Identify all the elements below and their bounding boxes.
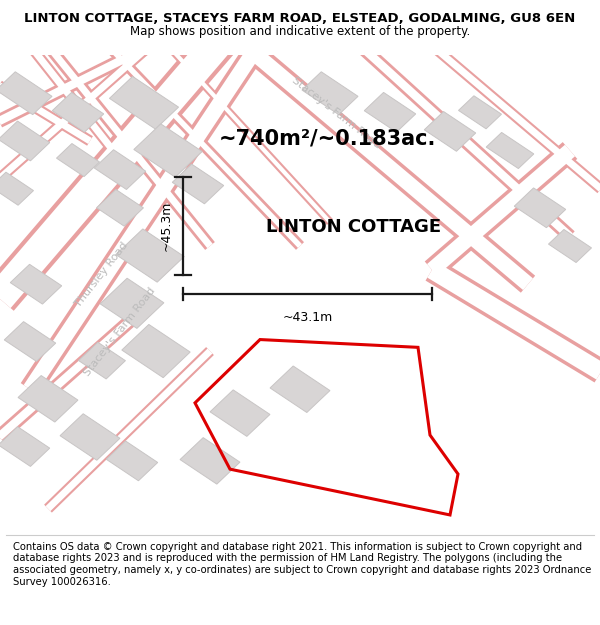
Polygon shape [210, 390, 270, 436]
Text: ~45.3m: ~45.3m [160, 201, 173, 251]
Text: Thursley Road: Thursley Road [74, 240, 130, 309]
Polygon shape [172, 164, 224, 204]
Polygon shape [0, 121, 50, 161]
Polygon shape [122, 324, 190, 378]
Text: LINTON COTTAGE: LINTON COTTAGE [266, 218, 442, 236]
Polygon shape [364, 92, 416, 132]
Polygon shape [302, 72, 358, 114]
Polygon shape [97, 189, 143, 226]
Polygon shape [134, 124, 202, 177]
Polygon shape [0, 427, 50, 466]
Polygon shape [10, 264, 62, 304]
Polygon shape [116, 229, 184, 282]
Polygon shape [180, 438, 240, 484]
Text: Contains OS data © Crown copyright and database right 2021. This information is : Contains OS data © Crown copyright and d… [13, 542, 592, 586]
Text: ~740m²/~0.183ac.: ~740m²/~0.183ac. [218, 129, 436, 149]
Text: LINTON COTTAGE, STACEYS FARM ROAD, ELSTEAD, GODALMING, GU8 6EN: LINTON COTTAGE, STACEYS FARM ROAD, ELSTE… [25, 12, 575, 25]
Polygon shape [109, 76, 179, 129]
Polygon shape [18, 376, 78, 422]
Polygon shape [100, 278, 164, 328]
Polygon shape [514, 188, 566, 228]
Polygon shape [52, 92, 104, 132]
Polygon shape [94, 150, 146, 189]
Polygon shape [270, 366, 330, 413]
Text: ~43.1m: ~43.1m [283, 311, 332, 324]
Polygon shape [60, 414, 120, 460]
Polygon shape [458, 96, 502, 129]
Polygon shape [0, 72, 52, 114]
Polygon shape [106, 441, 158, 481]
Polygon shape [4, 322, 56, 361]
Polygon shape [424, 111, 476, 151]
Polygon shape [79, 342, 125, 379]
Text: Stacey's Farm Road: Stacey's Farm Road [82, 286, 158, 378]
Polygon shape [56, 144, 100, 177]
Text: Stacey's Farm Road: Stacey's Farm Road [290, 75, 382, 150]
Polygon shape [0, 172, 34, 205]
Text: Map shows position and indicative extent of the property.: Map shows position and indicative extent… [130, 26, 470, 39]
Polygon shape [548, 229, 592, 262]
Polygon shape [486, 132, 534, 169]
